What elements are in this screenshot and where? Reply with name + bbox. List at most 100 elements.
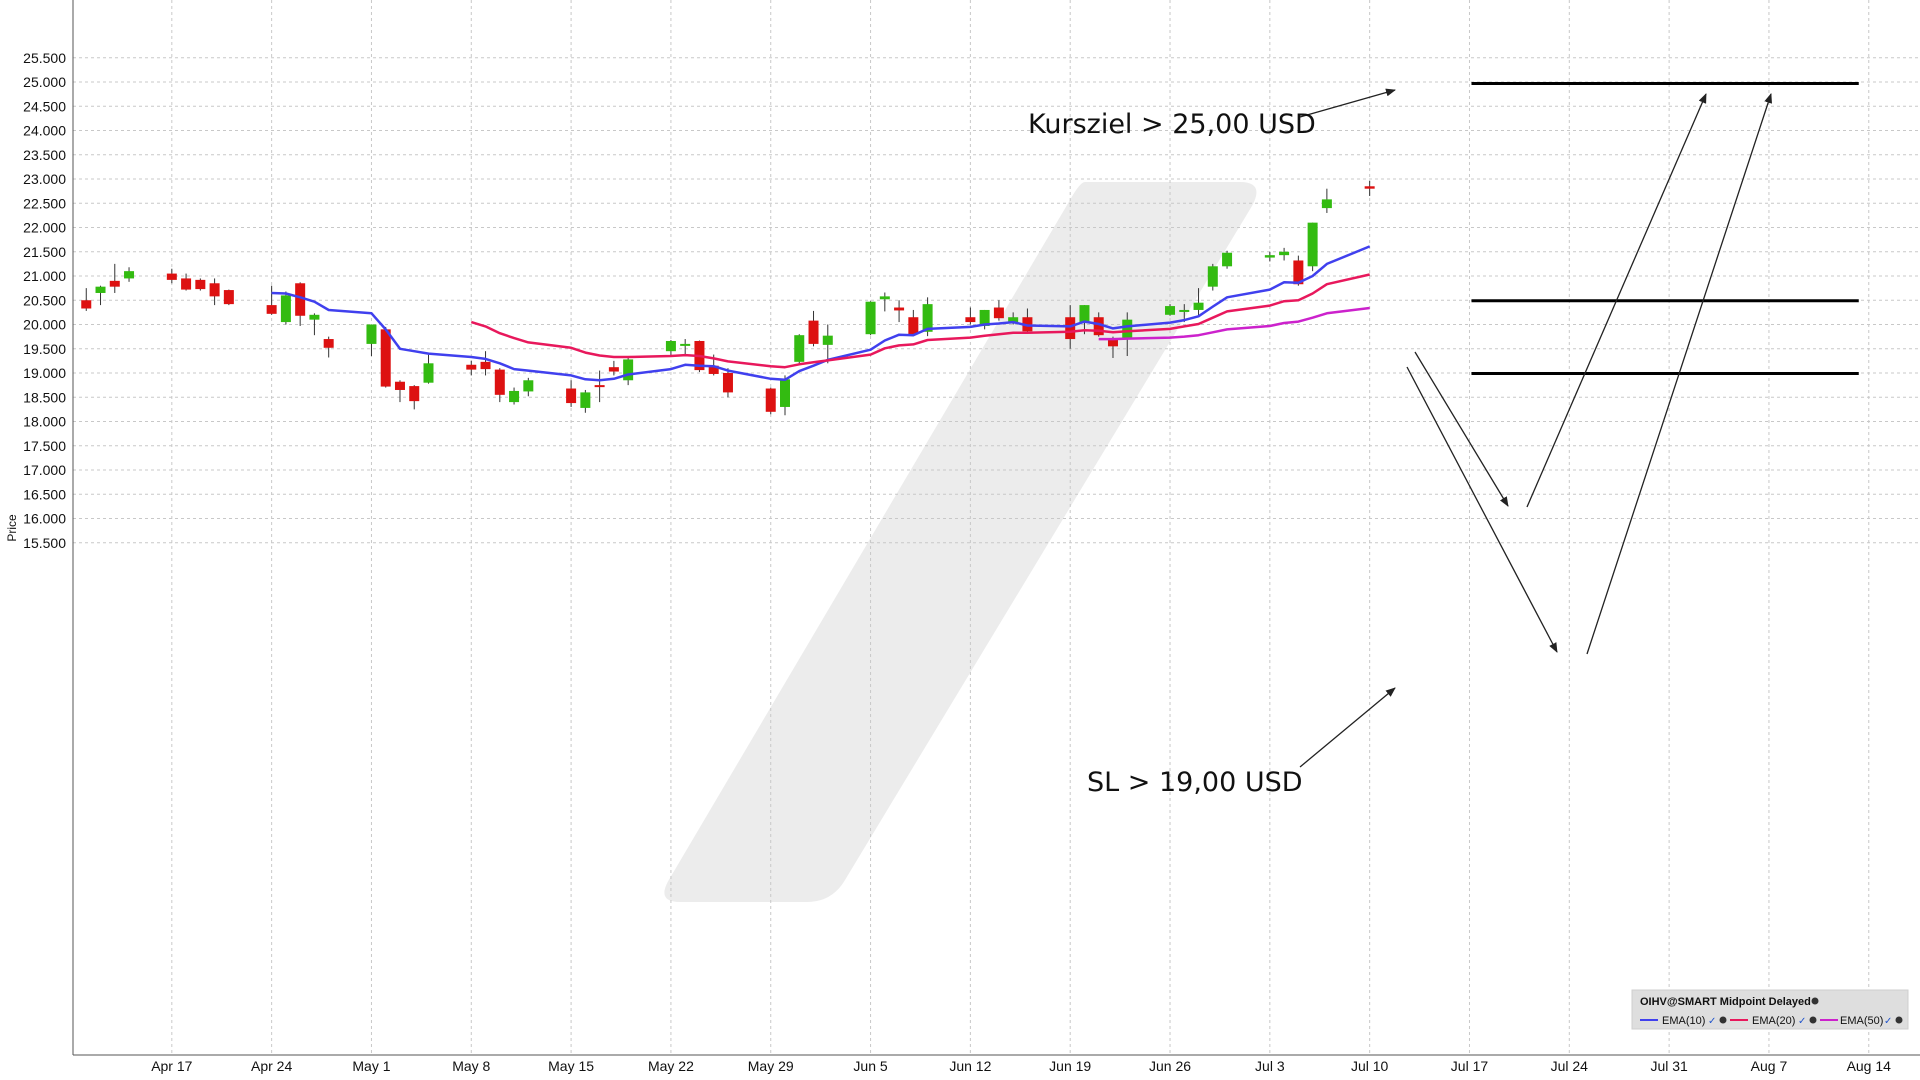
grid — [73, 0, 1920, 1055]
legend-label-ema20: EMA(20) — [1752, 1015, 1795, 1027]
candle-body — [993, 307, 1004, 319]
ema-lines — [271, 245, 1371, 382]
candle-body — [680, 343, 691, 346]
candle-body — [879, 296, 890, 300]
candle-body — [309, 314, 320, 320]
legend-settings-icon-ema50[interactable] — [1895, 1016, 1903, 1024]
stop-loss-annotation: SL > 19,00 USD — [1087, 767, 1303, 798]
candle-body — [1193, 302, 1204, 310]
candle-body — [95, 286, 106, 293]
legend-settings-icon-ema20[interactable] — [1809, 1016, 1817, 1024]
candle-body — [124, 271, 135, 279]
y-tick-label: 20.500 — [23, 292, 66, 308]
series-line-ema10 — [271, 245, 1371, 382]
candle-body — [708, 365, 719, 374]
scenario-arrows — [1299, 88, 1772, 768]
x-tick-label: May 8 — [452, 1058, 490, 1074]
x-tick-label: Jun 5 — [853, 1058, 887, 1074]
candle-body — [1065, 317, 1076, 340]
y-tick-label: 19.000 — [23, 365, 66, 381]
candle-body — [266, 305, 277, 314]
candle-body — [765, 388, 776, 412]
candle-body — [1264, 255, 1275, 258]
arrow-up-from-stop — [1586, 93, 1772, 655]
y-tick-label: 16.000 — [23, 511, 66, 527]
candle-body — [822, 335, 833, 345]
candle-body — [922, 304, 933, 332]
candle-body — [780, 379, 790, 407]
price-levels — [1471, 81, 1859, 375]
x-tick-label: Jun 19 — [1049, 1058, 1091, 1074]
legend-title: OIHV@SMART Midpoint Delayed — [1640, 996, 1811, 1008]
candle-body — [1122, 319, 1133, 339]
candle-body — [908, 317, 919, 335]
candle-body — [181, 278, 192, 290]
legend-check-icon-ema20[interactable]: ✓ — [1798, 1016, 1806, 1027]
y-tick-label: 17.000 — [23, 462, 66, 478]
candle-body — [423, 363, 434, 383]
y-tick-label: 25.000 — [23, 74, 66, 90]
x-tick-label: Jul 3 — [1255, 1058, 1285, 1074]
x-tick-label: Jun 12 — [949, 1058, 991, 1074]
candle-body — [209, 283, 220, 297]
arrow-up-from-entry — [1526, 93, 1707, 508]
y-tick-label: 21.500 — [23, 244, 66, 260]
candle-body — [295, 283, 306, 316]
candle-body — [566, 388, 577, 404]
legend-check-icon-ema10[interactable]: ✓ — [1708, 1016, 1716, 1027]
y-tick-label: 23.500 — [23, 147, 66, 163]
candle-body — [580, 392, 591, 408]
candle-body — [1307, 222, 1318, 267]
candle-body — [280, 295, 291, 323]
y-tick-label: 23.000 — [23, 171, 66, 187]
candle-body — [623, 359, 634, 381]
y-tick-label: 18.000 — [23, 414, 66, 430]
candle-body — [81, 300, 92, 309]
y-tick-label: 24.500 — [23, 98, 66, 114]
candle-body — [1207, 266, 1218, 287]
arrow-to-target-label — [1299, 88, 1396, 118]
y-axis-label: Price — [5, 514, 19, 542]
candles — [81, 180, 1375, 416]
candle-body — [1222, 252, 1233, 267]
candle-body — [494, 369, 505, 395]
legend-check-icon-ema50[interactable]: ✓ — [1884, 1016, 1892, 1027]
candle-body — [409, 386, 420, 402]
candle-body — [1008, 317, 1019, 323]
candle-body — [608, 367, 619, 372]
candle-body — [965, 317, 976, 323]
y-tick-label: 24.000 — [23, 123, 66, 139]
candle-body — [1364, 186, 1375, 189]
candle-body — [223, 290, 234, 305]
candle-body — [865, 301, 876, 335]
legend-title-settings-icon[interactable] — [1811, 997, 1819, 1005]
x-tick-label: Jul 24 — [1551, 1058, 1589, 1074]
watermark-logo — [664, 182, 1257, 902]
arrow-to-stop-label — [1299, 687, 1396, 768]
x-tick-label: Apr 17 — [151, 1058, 192, 1074]
candle-body — [794, 335, 805, 362]
legend-settings-icon-ema10[interactable] — [1719, 1016, 1727, 1024]
candle-body — [808, 320, 819, 344]
arrow-down-to-entry — [1414, 351, 1509, 507]
candle-body — [109, 280, 120, 287]
candle-body — [523, 380, 534, 392]
y-tick-label: 19.500 — [23, 341, 66, 357]
x-tick-label: Apr 24 — [251, 1058, 292, 1074]
series-line-ema20 — [470, 273, 1370, 369]
candle-body — [1279, 251, 1290, 256]
candle-body — [894, 307, 905, 311]
x-tick-label: May 15 — [548, 1058, 594, 1074]
series-line-ema50 — [1098, 306, 1370, 341]
y-tick-label: 21.000 — [23, 268, 66, 284]
candle-body — [1093, 317, 1104, 336]
y-tick-label: 20.000 — [23, 317, 66, 333]
x-ticks: Apr 17 Apr 24 May 1 May 8 May 15 May 22 May 29… — [151, 1058, 1891, 1074]
candle-body — [1293, 260, 1304, 285]
legend-label-ema50: EMA(50) — [1840, 1015, 1883, 1027]
candle-body — [594, 385, 605, 388]
x-tick-label: Jun 26 — [1149, 1058, 1191, 1074]
y-tick-label: 22.000 — [23, 220, 66, 236]
candle-body — [1321, 199, 1332, 209]
